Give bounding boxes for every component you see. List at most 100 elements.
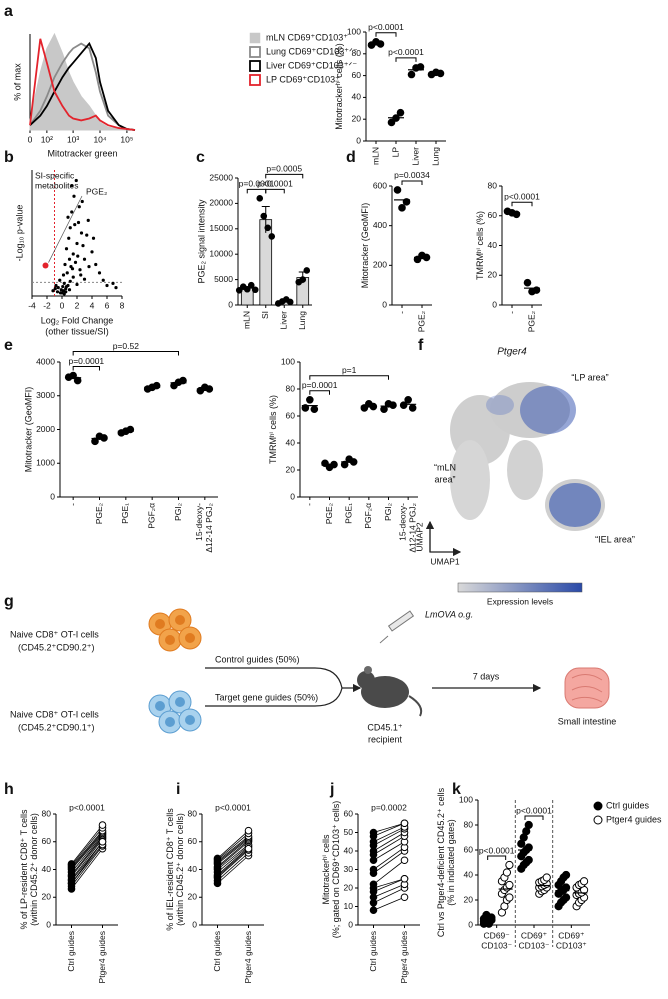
y-axis-title: (within CD45.2⁺ donor cells) <box>29 813 39 926</box>
data-point <box>62 281 66 285</box>
y-axis-title-group: Mitotracker (GeoMFI) <box>23 387 33 473</box>
data-point <box>264 224 272 232</box>
y-tick-label: 0 <box>492 299 497 309</box>
y-tick-label: 80 <box>286 383 296 393</box>
data-point <box>42 262 49 269</box>
y-tick-label: 0 <box>382 299 387 309</box>
data-point <box>299 276 307 283</box>
data-point <box>505 860 514 870</box>
data-point <box>98 837 107 846</box>
pair-line <box>71 833 103 870</box>
y-axis-title: TMRMʰⁱ cells (%) <box>268 395 278 464</box>
data-point <box>65 271 69 275</box>
series-line <box>29 38 136 131</box>
data-point <box>61 284 65 289</box>
p-value: p<0.0001 <box>215 802 251 812</box>
arrow <box>205 687 343 707</box>
x-tick-label-group: - <box>506 311 516 314</box>
y-axis-title: % of max <box>12 63 22 101</box>
pair-line <box>217 852 249 881</box>
x-tick-label-group: - <box>67 503 77 506</box>
panel-label: b <box>4 149 14 166</box>
series-area <box>29 32 135 131</box>
data-point <box>400 874 409 883</box>
umap-region-label: area” <box>434 474 455 484</box>
data-point <box>369 880 378 889</box>
y-tick-label: 60 <box>488 210 498 220</box>
y-tick-label: 0 <box>468 919 473 929</box>
p-value: p=0.0001 <box>239 179 275 189</box>
pair-line <box>373 859 405 885</box>
pair-line <box>217 847 249 876</box>
data-point <box>398 204 406 212</box>
data-point <box>90 250 94 254</box>
data-point <box>64 284 69 289</box>
x-tick-label: Ptger4 guides <box>399 931 409 983</box>
pair-line <box>217 845 249 873</box>
panel-label: d <box>346 149 356 166</box>
panel-label: a <box>4 3 13 20</box>
data-point <box>369 828 378 837</box>
y-axis-title-group: % of max <box>12 63 22 101</box>
y-tick-label: 15000 <box>209 223 233 233</box>
nucleus <box>185 715 195 725</box>
x-tick-label: 15-deoxy- <box>194 503 204 541</box>
x-tick-label: Ptger4 guides <box>243 931 253 983</box>
x-tick-label: LP <box>390 147 400 158</box>
data-point <box>86 218 90 222</box>
data-point <box>87 265 91 269</box>
data-point <box>111 281 115 285</box>
panel-label: e <box>4 337 13 354</box>
significance-bracket <box>524 815 544 820</box>
x-tick-label: SI <box>260 311 270 319</box>
nucleus <box>185 633 195 643</box>
data-point <box>213 854 222 863</box>
data-point <box>369 906 378 915</box>
x-tick-label-group: 15-deoxy- Δ12-14 PGJ₂ <box>397 503 417 553</box>
x-tick-label: PGI₂ <box>173 503 183 521</box>
nucleus <box>165 635 175 645</box>
pair-line <box>373 878 405 893</box>
y-axis-title: Mitotrackerʰⁱ cells <box>321 834 331 905</box>
legend-label: Ctrl guides <box>606 800 650 810</box>
x-tick-label: - <box>396 311 406 314</box>
panel-label: f <box>418 337 424 354</box>
y-axis-title: Mitotracker (GeoMFI) <box>360 203 370 289</box>
x-tick-label-group: Ptger4 guides <box>97 931 107 983</box>
data-point <box>369 865 378 874</box>
y-axis-title-group: % of IEL-resident CD8⁺ T cells (within CD… <box>165 808 185 931</box>
y-tick-label: 4000 <box>36 356 55 366</box>
x-tick-label: -4 <box>28 300 36 310</box>
pair-line <box>373 822 405 833</box>
panel-label: k <box>452 781 461 798</box>
infection-label: LmOVA o.g. <box>425 609 473 619</box>
x-tick-label-group: Lung <box>297 311 307 330</box>
donor-label: Naive CD8⁺ OT-I cells <box>10 629 99 639</box>
data-point <box>71 252 75 256</box>
x-tick-label: PGE₂ <box>94 503 104 524</box>
p-value: p<0.0001 <box>368 22 404 32</box>
data-point <box>105 283 109 288</box>
y-tick-label: 80 <box>188 808 198 818</box>
y-tick-label: 20 <box>464 894 474 904</box>
data-point <box>75 241 79 246</box>
p-value: p<0.0001 <box>504 192 540 202</box>
umap-region-label: “mLN <box>434 462 456 472</box>
data-point <box>82 277 87 281</box>
x-tick-label: Lung <box>430 147 440 166</box>
umap-expression <box>549 483 601 527</box>
data-point <box>70 267 75 271</box>
colorbar <box>457 582 583 593</box>
x-tick-label: PGF₂α <box>146 503 156 529</box>
significance-bracket <box>395 57 417 62</box>
data-point <box>579 877 589 886</box>
data-point <box>67 879 76 888</box>
y-tick-label: 1000 <box>36 458 55 468</box>
data-point <box>97 271 102 275</box>
pair-line <box>373 878 405 889</box>
data-point <box>58 291 63 295</box>
x-tick-label: Ctrl guides <box>368 931 378 972</box>
y-axis-title: (%; gated on CD69⁺CD103⁺ cells) <box>331 801 341 939</box>
significance-bracket <box>72 366 100 371</box>
